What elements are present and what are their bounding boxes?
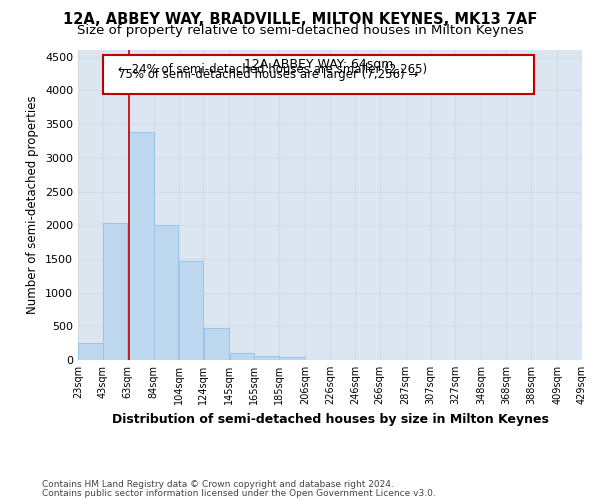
FancyBboxPatch shape: [103, 56, 533, 94]
Text: Contains public sector information licensed under the Open Government Licence v3: Contains public sector information licen…: [42, 489, 436, 498]
Bar: [203, 328, 229, 360]
Bar: [128, 132, 154, 360]
Text: Size of property relative to semi-detached houses in Milton Keynes: Size of property relative to semi-detach…: [77, 24, 523, 37]
Bar: [78, 343, 103, 360]
Bar: [230, 354, 254, 360]
Bar: [279, 356, 305, 360]
Bar: [154, 224, 178, 360]
Text: ← 24% of semi-detached houses are smaller (2,265): ← 24% of semi-detached houses are smalle…: [118, 63, 427, 76]
Text: 12A, ABBEY WAY, BRADVILLE, MILTON KEYNES, MK13 7AF: 12A, ABBEY WAY, BRADVILLE, MILTON KEYNES…: [63, 12, 537, 28]
Bar: [254, 356, 279, 360]
Text: Contains HM Land Registry data © Crown copyright and database right 2024.: Contains HM Land Registry data © Crown c…: [42, 480, 394, 489]
Text: 12A ABBEY WAY: 64sqm: 12A ABBEY WAY: 64sqm: [244, 58, 393, 71]
Bar: [179, 262, 203, 360]
Text: 75% of semi-detached houses are larger (7,256) →: 75% of semi-detached houses are larger (…: [118, 68, 418, 81]
Bar: [103, 223, 127, 360]
Y-axis label: Number of semi-detached properties: Number of semi-detached properties: [26, 96, 40, 314]
X-axis label: Distribution of semi-detached houses by size in Milton Keynes: Distribution of semi-detached houses by …: [112, 412, 548, 426]
